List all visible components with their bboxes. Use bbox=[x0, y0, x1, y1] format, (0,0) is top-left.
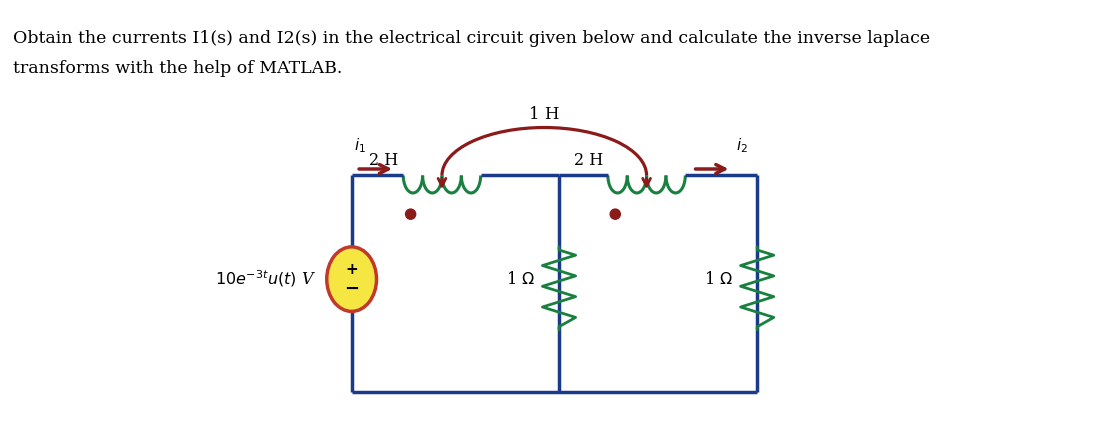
Text: transforms with the help of MATLAB.: transforms with the help of MATLAB. bbox=[13, 60, 343, 77]
Ellipse shape bbox=[327, 247, 376, 311]
Text: 1 $\Omega$: 1 $\Omega$ bbox=[704, 270, 733, 288]
Circle shape bbox=[406, 209, 415, 219]
Text: 2 H: 2 H bbox=[574, 152, 603, 169]
Text: Obtain the currents I1(s) and I2(s) in the electrical circuit given below and ca: Obtain the currents I1(s) and I2(s) in t… bbox=[13, 30, 930, 47]
Text: 2 H: 2 H bbox=[369, 152, 399, 169]
Text: 1 $\Omega$: 1 $\Omega$ bbox=[506, 270, 534, 288]
Text: $i_2$: $i_2$ bbox=[736, 137, 748, 155]
Text: −: − bbox=[344, 280, 360, 298]
Text: +: + bbox=[345, 262, 359, 277]
Text: 1 H: 1 H bbox=[529, 106, 560, 123]
Circle shape bbox=[610, 209, 621, 219]
Text: $i_1$: $i_1$ bbox=[354, 137, 366, 155]
Text: $10e^{-3t}u(t)$ V: $10e^{-3t}u(t)$ V bbox=[215, 269, 317, 289]
